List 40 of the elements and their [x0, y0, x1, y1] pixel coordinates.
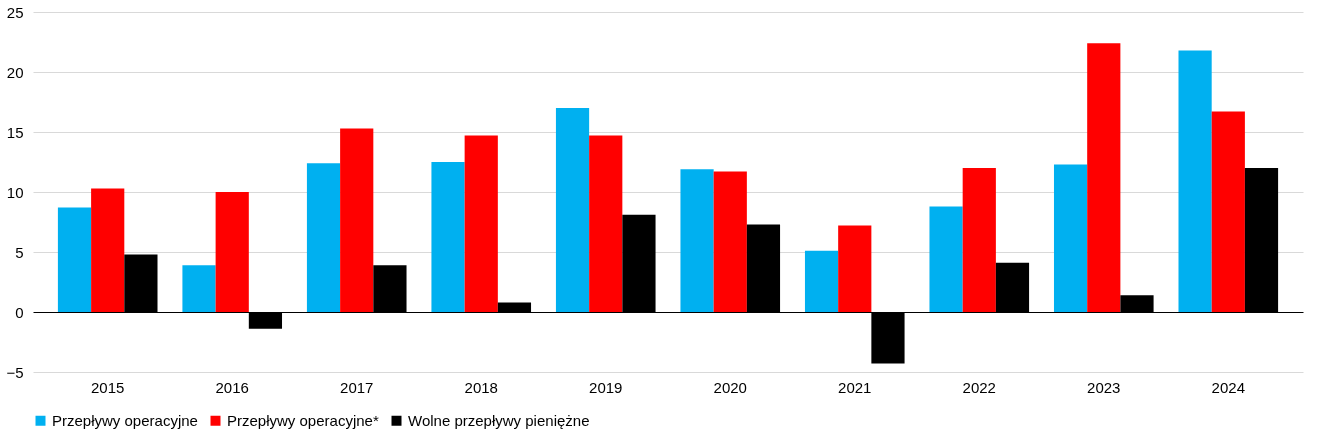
y-tick-label: 5 [15, 243, 24, 261]
bar [464, 135, 498, 312]
bar [929, 206, 963, 312]
bar [215, 192, 249, 312]
x-tick-label: 2023 [1087, 378, 1121, 396]
bar [1178, 50, 1212, 312]
x-tick-label: 2021 [838, 378, 872, 396]
y-tick-label: −5 [6, 363, 24, 381]
x-tick-label: 2019 [589, 378, 623, 396]
bar [1053, 164, 1088, 312]
x-tick-label: 2020 [713, 378, 747, 396]
legend-label: Przepływy operacyjne [52, 411, 198, 429]
bar [589, 135, 623, 312]
bar [182, 265, 216, 312]
legend-label: Wolne przepływy pieniężne [408, 411, 590, 429]
bar [555, 108, 590, 312]
bar [340, 128, 374, 312]
x-tick-label: 2015 [91, 378, 125, 396]
bar [91, 188, 125, 312]
bar [838, 225, 872, 312]
y-tick-label: 0 [15, 303, 24, 321]
y-tick-label: 10 [6, 183, 24, 201]
bar [1211, 111, 1245, 312]
bar [431, 162, 465, 312]
legend-label: Przepływy operacyjne* [227, 411, 379, 429]
y-tick-label: 20 [6, 63, 24, 81]
x-tick-label: 2018 [464, 378, 498, 396]
bar [962, 168, 996, 312]
bar [713, 171, 747, 312]
x-tick-label: 2022 [962, 378, 996, 396]
bar [680, 169, 714, 312]
x-tick-label: 2024 [1211, 378, 1245, 396]
y-tick-label: 25 [6, 3, 24, 21]
y-tick-label: 15 [6, 123, 24, 141]
bar [804, 250, 839, 312]
bar [1087, 43, 1121, 312]
x-tick-label: 2017 [340, 378, 374, 396]
bar [306, 163, 341, 312]
bar [57, 207, 92, 312]
x-tick-label: 2016 [215, 378, 249, 396]
